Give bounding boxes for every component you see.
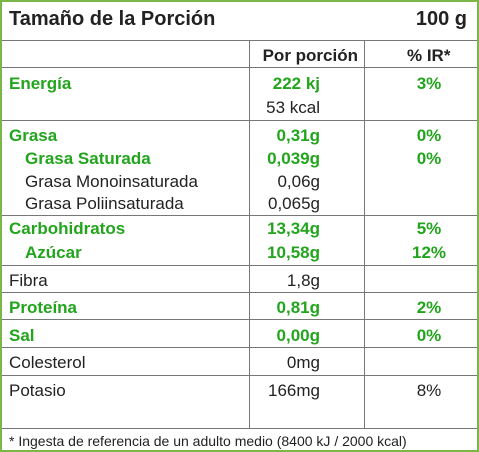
nutrient-value-potasio: 166mg — [268, 381, 320, 400]
divider — [2, 265, 477, 266]
nutrient-label-grasa-saturada: Grasa Saturada — [25, 149, 151, 168]
nutrient-value-grasa-mono: 0,06g — [277, 172, 320, 191]
nutrient-label-grasa: Grasa — [9, 126, 58, 145]
nutrient-label-grasa-poli: Grasa Poliinsaturada — [25, 194, 184, 213]
column-divider — [364, 40, 365, 428]
divider — [2, 428, 477, 429]
footnote: * Ingesta de referencia de un adulto med… — [9, 433, 407, 449]
column-divider — [249, 40, 250, 428]
column-header-per-portion: Por porción — [262, 46, 358, 65]
nutrient-ir-proteina: 2% — [416, 298, 442, 317]
column-header-ir: % IR* — [407, 46, 451, 65]
nutrient-value-energia-kj: 222 kj — [272, 74, 320, 93]
nutrient-value-grasa-saturada: 0,039g — [267, 149, 320, 168]
nutrient-ir-carbohidratos: 5% — [416, 219, 442, 238]
nutrient-label-grasa-mono: Grasa Monoinsaturada — [25, 172, 198, 191]
nutrient-ir-azucar: 12% — [411, 243, 447, 262]
nutrient-label-potasio: Potasio — [9, 381, 66, 400]
nutrient-value-colesterol: 0mg — [286, 353, 320, 372]
nutrient-label-carbohidratos: Carbohidratos — [9, 219, 126, 238]
nutrient-value-carbohidratos: 13,34g — [267, 219, 320, 238]
nutrient-value-energia-kcal: 53 kcal — [266, 98, 320, 117]
divider — [2, 67, 477, 68]
nutrient-ir-grasa-saturada: 0% — [416, 149, 442, 168]
divider — [2, 292, 477, 293]
nutrient-label-azucar: Azúcar — [25, 243, 82, 262]
nutrient-value-grasa: 0,31g — [276, 126, 320, 145]
nutrient-value-grasa-poli: 0,065g — [268, 194, 320, 213]
divider — [2, 120, 477, 121]
nutrient-value-sal: 0,00g — [276, 326, 320, 345]
serving-size-title: Tamaño de la Porción — [9, 8, 216, 30]
nutrient-label-fibra: Fibra — [9, 271, 48, 290]
nutrient-value-azucar: 10,58g — [267, 243, 320, 262]
divider — [2, 215, 477, 216]
nutrient-ir-energia: 3% — [416, 74, 442, 93]
nutrient-label-proteina: Proteína — [9, 298, 78, 317]
nutrient-value-proteina: 0,81g — [276, 298, 320, 317]
divider — [2, 40, 477, 41]
nutrient-label-colesterol: Colesterol — [9, 353, 86, 372]
serving-size-amount: 100 g — [415, 8, 467, 30]
nutrient-ir-sal: 0% — [416, 326, 442, 345]
nutrient-label-energia: Energía — [9, 74, 72, 93]
nutrient-ir-potasio: 8% — [416, 381, 442, 400]
divider — [2, 319, 477, 320]
divider — [2, 347, 477, 348]
divider — [2, 375, 477, 376]
nutrient-value-fibra: 1,8g — [286, 271, 320, 290]
nutrient-ir-grasa: 0% — [416, 126, 442, 145]
nutrient-label-sal: Sal — [9, 326, 35, 345]
